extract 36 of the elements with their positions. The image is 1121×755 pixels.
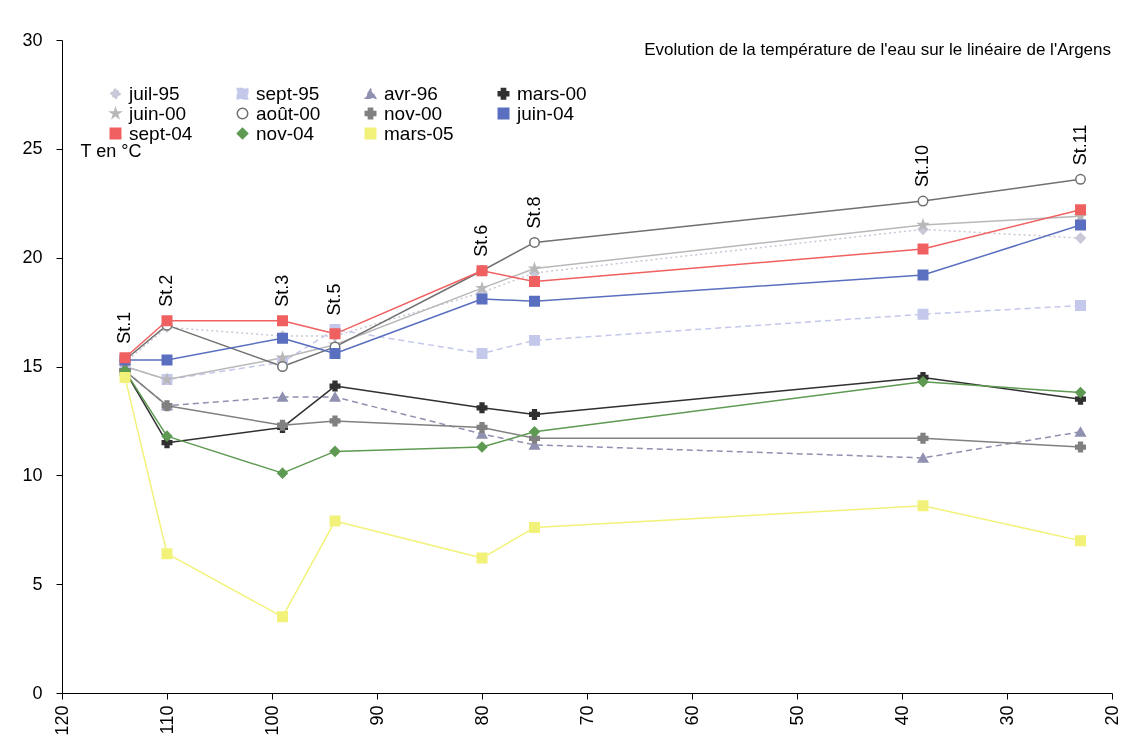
x-tick-label: 120 — [51, 705, 72, 736]
annotation: St.6 — [471, 224, 491, 257]
x-tick-label: 90 — [366, 705, 387, 726]
x-tick-label: 80 — [471, 705, 492, 726]
x-tick-label: 110 — [156, 705, 177, 735]
x-tick-label: 20 — [1101, 705, 1121, 726]
annotation: St.3 — [271, 274, 292, 307]
annotation: St.1 — [114, 311, 134, 344]
x-tick-label: 70 — [576, 705, 597, 726]
y-tick-label: 0 — [32, 682, 43, 703]
legend-label: nov-04 — [256, 122, 315, 144]
legend-label: mars-05 — [384, 122, 454, 144]
legend-label: juin-04 — [516, 102, 575, 124]
legend-label: avr-96 — [384, 82, 438, 104]
x-tick-label: 40 — [891, 705, 912, 726]
legend-label: nov-00 — [384, 102, 443, 124]
x-tick-label: 30 — [996, 705, 1017, 726]
legend-label: juil-95 — [128, 82, 180, 104]
y-tick-label: 30 — [22, 29, 43, 50]
y-tick-label: 5 — [32, 573, 43, 594]
y-tick-label: 10 — [22, 464, 43, 485]
legend-label: mars-00 — [517, 82, 587, 104]
y-tick-label: 25 — [22, 138, 43, 159]
x-tick-label: 100 — [261, 705, 282, 736]
annotation: St.11 — [1069, 124, 1090, 166]
x-tick-label: 60 — [681, 705, 702, 726]
chart-title: Evolution de la température de l'eau sur le linéaire de l'Argens — [644, 40, 1111, 59]
y-axis-title: T en °C — [80, 140, 142, 161]
annotation: St.10 — [912, 145, 932, 188]
annotation: St.8 — [523, 196, 544, 229]
y-tick-label: 15 — [22, 356, 43, 376]
annotation: St.5 — [324, 283, 344, 316]
x-tick-label: 50 — [786, 705, 807, 726]
y-tick-label: 20 — [22, 247, 43, 268]
legend-label: sept-95 — [256, 82, 320, 104]
annotation: St.2 — [156, 274, 176, 307]
